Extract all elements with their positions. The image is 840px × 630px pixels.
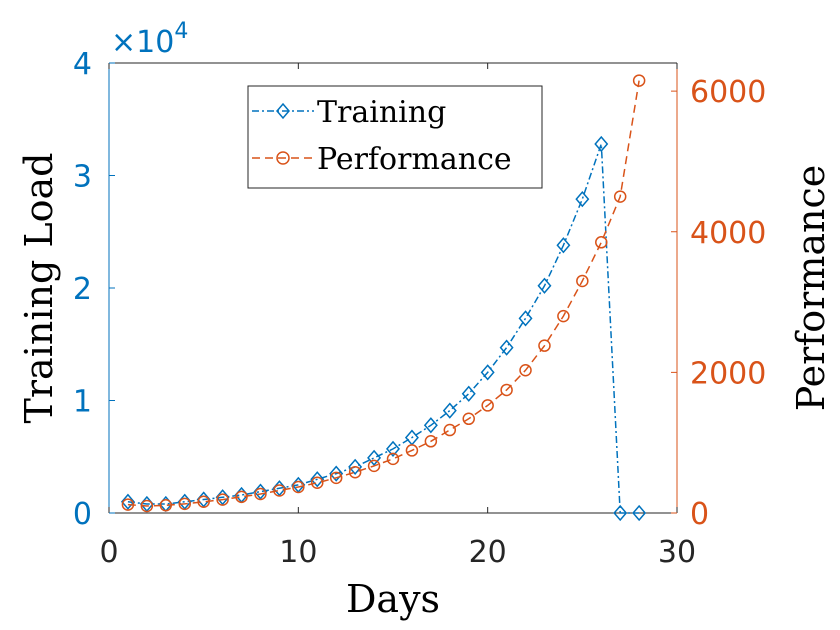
data-point-diamond bbox=[120, 493, 135, 510]
legend-marker-training bbox=[276, 102, 290, 120]
data-point-diamond bbox=[310, 471, 325, 488]
right-tick-label: 0 bbox=[690, 497, 709, 532]
left-tick-label: 1 bbox=[73, 385, 92, 420]
data-point-circle bbox=[367, 459, 381, 473]
right-tick-label: 2000 bbox=[690, 356, 766, 391]
data-point-circle bbox=[424, 435, 438, 448]
left-tick-label: 4 bbox=[73, 47, 92, 82]
data-point-circle bbox=[462, 412, 475, 426]
data-point-diamond bbox=[442, 402, 457, 419]
data-point-circle bbox=[500, 383, 513, 397]
data-point-circle bbox=[613, 190, 627, 203]
right-tick-label: 4000 bbox=[690, 216, 766, 251]
left-tick-label: 2 bbox=[73, 272, 92, 307]
x-tick-label: 10 bbox=[279, 535, 317, 570]
data-point-diamond bbox=[575, 190, 590, 208]
data-point-diamond bbox=[499, 339, 514, 356]
data-point-diamond bbox=[594, 135, 609, 153]
data-point-circle bbox=[595, 236, 608, 249]
x-axis-title: Days bbox=[346, 577, 440, 621]
legend-label-performance: Performance bbox=[317, 142, 512, 177]
series-line-performance bbox=[127, 80, 640, 507]
left-tick-label: 3 bbox=[73, 160, 92, 195]
data-point-circle bbox=[519, 364, 532, 377]
data-point-diamond bbox=[348, 458, 363, 476]
data-point-circle bbox=[140, 499, 154, 513]
data-point-circle bbox=[216, 493, 229, 506]
legend: Training Performance bbox=[247, 85, 543, 189]
data-point-diamond bbox=[556, 237, 571, 254]
data-point-diamond bbox=[518, 310, 533, 327]
series-layer bbox=[120, 74, 647, 522]
data-point-circle bbox=[178, 497, 191, 511]
left-axis-exponent-power: 4 bbox=[174, 19, 188, 44]
legend-marker-performance bbox=[276, 151, 290, 165]
data-point-circle bbox=[197, 495, 210, 508]
series-line-training bbox=[127, 143, 640, 514]
right-axis-title: Performance bbox=[789, 165, 833, 412]
x-tick-label: 30 bbox=[658, 535, 696, 570]
left-axis-exponent-base: ×10 bbox=[111, 25, 174, 60]
data-point-diamond bbox=[613, 504, 628, 522]
data-point-circle bbox=[576, 274, 589, 288]
data-point-circle bbox=[292, 480, 305, 494]
x-tick-label: 0 bbox=[99, 535, 118, 570]
left-tick-label: 0 bbox=[73, 497, 92, 532]
data-point-diamond bbox=[386, 440, 400, 458]
data-point-diamond bbox=[423, 417, 438, 434]
data-point-circle bbox=[235, 490, 248, 504]
data-point-circle bbox=[311, 476, 324, 490]
tick-marks bbox=[108, 62, 678, 514]
legend-label-training: Training bbox=[317, 95, 446, 130]
x-tick-label: 20 bbox=[469, 535, 507, 570]
data-point-diamond bbox=[461, 385, 476, 402]
series-performance bbox=[121, 74, 646, 513]
legend-box bbox=[247, 85, 543, 189]
data-point-circle bbox=[273, 484, 286, 497]
data-point-diamond bbox=[632, 504, 647, 522]
data-point-circle bbox=[538, 339, 551, 352]
left-axis-title: Training Load bbox=[17, 153, 61, 424]
data-point-circle bbox=[481, 399, 494, 412]
data-point-circle bbox=[443, 423, 457, 437]
left-axis-exponent: ×104 bbox=[111, 19, 188, 60]
data-point-circle bbox=[159, 499, 173, 512]
data-point-diamond bbox=[329, 465, 344, 482]
data-point-diamond bbox=[367, 449, 382, 467]
data-point-circle bbox=[405, 444, 419, 457]
data-point-diamond bbox=[537, 277, 552, 294]
data-point-circle bbox=[348, 465, 362, 479]
data-point-circle bbox=[386, 452, 400, 466]
data-point-diamond bbox=[480, 364, 495, 381]
data-point-circle bbox=[121, 498, 135, 511]
right-tick-label: 6000 bbox=[690, 75, 766, 110]
data-point-circle bbox=[329, 471, 343, 485]
data-point-circle bbox=[632, 74, 646, 87]
data-point-circle bbox=[557, 309, 570, 323]
data-point-circle bbox=[254, 487, 267, 501]
